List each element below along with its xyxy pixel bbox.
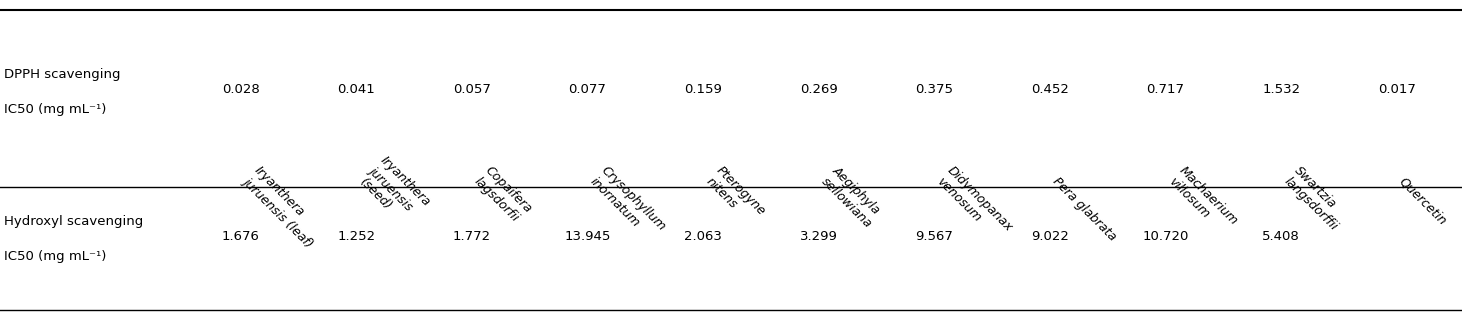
Text: 2.063: 2.063 xyxy=(684,230,722,243)
Text: 1.532: 1.532 xyxy=(1262,83,1300,96)
Text: Pterogyne
nitens: Pterogyne nitens xyxy=(703,164,768,229)
Text: 0.041: 0.041 xyxy=(338,83,376,96)
Text: IC50 (mg mL⁻¹): IC50 (mg mL⁻¹) xyxy=(4,250,107,263)
Text: 5.408: 5.408 xyxy=(1262,230,1300,243)
Text: 1.676: 1.676 xyxy=(222,230,259,243)
Text: IC50 (mg mL⁻¹): IC50 (mg mL⁻¹) xyxy=(4,103,107,116)
Text: 0.077: 0.077 xyxy=(569,83,607,96)
Text: 1.772: 1.772 xyxy=(453,230,491,243)
Text: 13.945: 13.945 xyxy=(564,230,611,243)
Text: 10.720: 10.720 xyxy=(1142,230,1189,243)
Text: 0.028: 0.028 xyxy=(222,83,259,96)
Text: Crysophyllum
inornatum: Crysophyllum inornatum xyxy=(588,164,668,244)
Text: 9.022: 9.022 xyxy=(1031,230,1069,243)
Text: 9.567: 9.567 xyxy=(915,230,953,243)
Text: Iryanthera
juruensis (leaf): Iryanthera juruensis (leaf) xyxy=(241,164,326,250)
Text: Aegiphyla
sellowiana: Aegiphyla sellowiana xyxy=(819,164,885,230)
Text: 0.717: 0.717 xyxy=(1146,83,1184,96)
Text: 0.375: 0.375 xyxy=(915,83,953,96)
Text: 1.252: 1.252 xyxy=(338,230,376,243)
Text: 0.057: 0.057 xyxy=(453,83,491,96)
Text: 0.017: 0.017 xyxy=(1379,83,1415,96)
Text: Pera glabrata: Pera glabrata xyxy=(1050,175,1118,244)
Text: Swartzia
langsdorffii: Swartzia langsdorffii xyxy=(1281,164,1351,233)
Text: Copaifera
lagsdorfii: Copaifera lagsdorfii xyxy=(472,164,534,227)
Text: 0.452: 0.452 xyxy=(1031,83,1069,96)
Text: Iryanthera
juruensis
(seed): Iryanthera juruensis (seed) xyxy=(357,154,433,230)
Text: 3.299: 3.299 xyxy=(800,230,838,243)
Text: 0.159: 0.159 xyxy=(684,83,722,96)
Text: Machaerium
villosum: Machaerium villosum xyxy=(1165,164,1240,238)
Text: Hydroxyl scavenging: Hydroxyl scavenging xyxy=(4,215,143,228)
Text: DPPH scavenging: DPPH scavenging xyxy=(4,68,121,81)
Text: Didymopanax
venosum: Didymopanax venosum xyxy=(934,164,1015,245)
Text: 0.269: 0.269 xyxy=(800,83,838,96)
Text: Quercetin: Quercetin xyxy=(1396,175,1449,228)
